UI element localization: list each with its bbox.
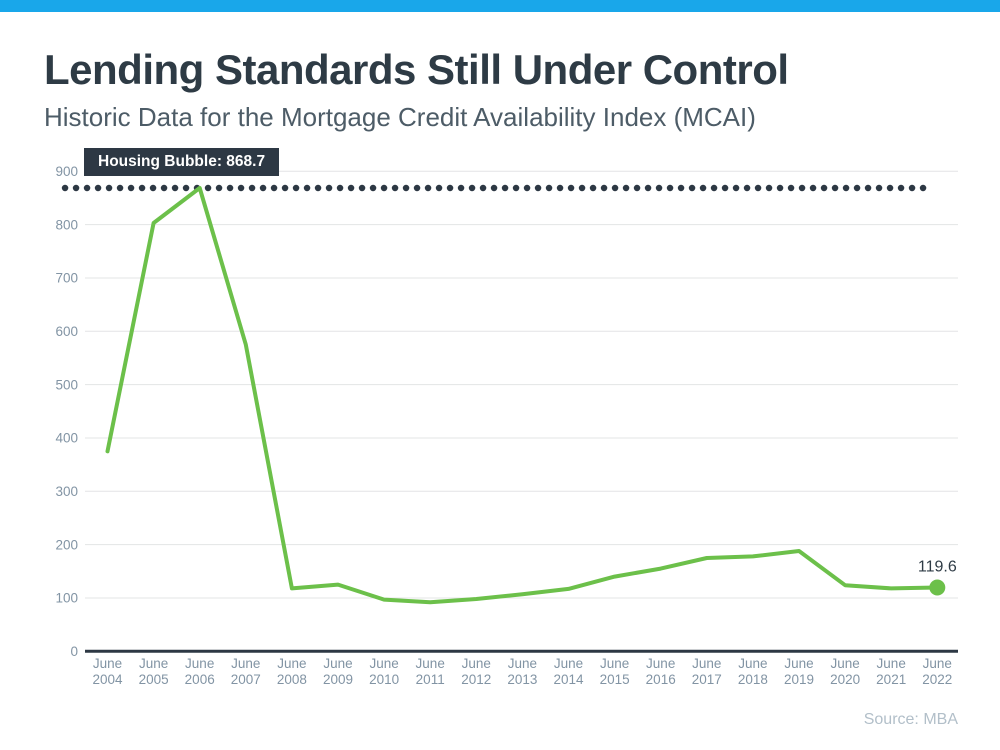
x-tick-label-2013: June 2013 xyxy=(507,656,537,687)
x-tick-label-2019: June 2019 xyxy=(784,656,814,687)
x-tick-label-2011: June 2011 xyxy=(416,656,445,687)
top-accent-bar xyxy=(0,0,1000,12)
x-tick-label-2022: June 2022 xyxy=(922,656,952,687)
x-tick-label-2017: June 2017 xyxy=(692,656,722,687)
x-tick-label-2009: June 2009 xyxy=(323,656,353,687)
y-tick-label-500: 500 xyxy=(55,377,78,392)
x-tick-label-2020: June 2020 xyxy=(830,656,860,687)
y-tick-label-800: 800 xyxy=(55,217,78,232)
x-tick-label-2018: June 2018 xyxy=(738,656,768,687)
x-tick-label-2010: June 2010 xyxy=(369,656,399,687)
x-tick-label-2014: June 2014 xyxy=(553,656,584,687)
x-tick-label-2004: June 2004 xyxy=(92,656,123,687)
x-tick-label-2016: June 2016 xyxy=(646,656,676,687)
y-tick-label-100: 100 xyxy=(55,591,78,606)
y-tick-label-700: 700 xyxy=(55,271,78,286)
y-tick-label-0: 0 xyxy=(70,644,78,659)
x-tick-label-2012: June 2012 xyxy=(461,656,491,687)
housing-bubble-callout: Housing Bubble: 868.7 xyxy=(84,148,280,176)
x-tick-label-2006: June 2006 xyxy=(185,656,215,687)
x-tick-label-2015: June 2015 xyxy=(600,656,630,687)
y-tick-label-400: 400 xyxy=(55,431,78,446)
source-attribution: Source: MBA xyxy=(863,711,958,728)
x-tick-label-2005: June 2005 xyxy=(139,656,169,687)
page-title: Lending Standards Still Under Control xyxy=(44,46,789,93)
y-tick-label-600: 600 xyxy=(55,324,78,339)
x-tick-label-2008: June 2008 xyxy=(277,656,307,687)
latest-value-label: 119.6 xyxy=(918,559,957,576)
mcai-line xyxy=(105,186,940,605)
page-subtitle: Historic Data for the Mortgage Credit Av… xyxy=(44,102,756,132)
y-tick-label-300: 300 xyxy=(55,484,78,499)
y-tick-label-200: 200 xyxy=(55,537,78,552)
x-tick-label-2007: June 2007 xyxy=(231,656,261,687)
latest-point-marker xyxy=(929,579,946,596)
y-tick-label-900: 900 xyxy=(55,164,78,179)
x-tick-label-2021: June 2021 xyxy=(876,656,906,687)
